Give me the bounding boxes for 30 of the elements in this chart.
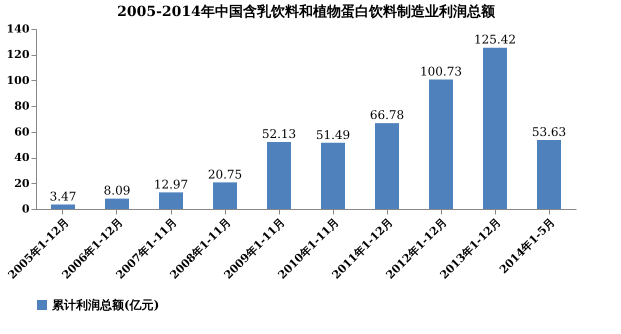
y-tick-label: 0 xyxy=(22,202,30,216)
chart-title: 2005-2014年中国含乳饮料和植物蛋白饮料制造业利润总额 xyxy=(117,3,496,20)
data-label: 66.78 xyxy=(370,108,404,122)
y-tick-label: 120 xyxy=(6,48,30,62)
data-label: 52.13 xyxy=(262,126,296,141)
data-label: 8.09 xyxy=(104,184,130,198)
y-tick-label: 40 xyxy=(14,151,30,164)
y-tick-label: 140 xyxy=(6,22,30,36)
bar xyxy=(537,140,561,209)
bar xyxy=(105,198,129,209)
legend-label: 累计利润总额(亿元) xyxy=(51,298,160,312)
bar xyxy=(483,48,507,209)
bar xyxy=(429,79,453,209)
bar xyxy=(213,182,237,209)
bar xyxy=(51,204,75,209)
data-label: 3.47 xyxy=(50,190,76,204)
bar xyxy=(159,192,183,209)
data-label: 20.75 xyxy=(208,167,242,182)
bar xyxy=(267,142,291,209)
y-tick-label: 100 xyxy=(6,74,30,87)
data-label: 125.42 xyxy=(474,32,516,47)
data-label: 53.63 xyxy=(532,125,566,140)
y-tick-label: 20 xyxy=(14,176,30,190)
bar xyxy=(321,142,345,209)
data-label: 51.49 xyxy=(316,128,350,142)
bar xyxy=(375,123,399,209)
data-label: 100.73 xyxy=(420,64,462,78)
data-label: 12.97 xyxy=(154,177,188,192)
y-tick-label: 60 xyxy=(14,125,30,138)
y-tick-label: 80 xyxy=(14,100,30,113)
